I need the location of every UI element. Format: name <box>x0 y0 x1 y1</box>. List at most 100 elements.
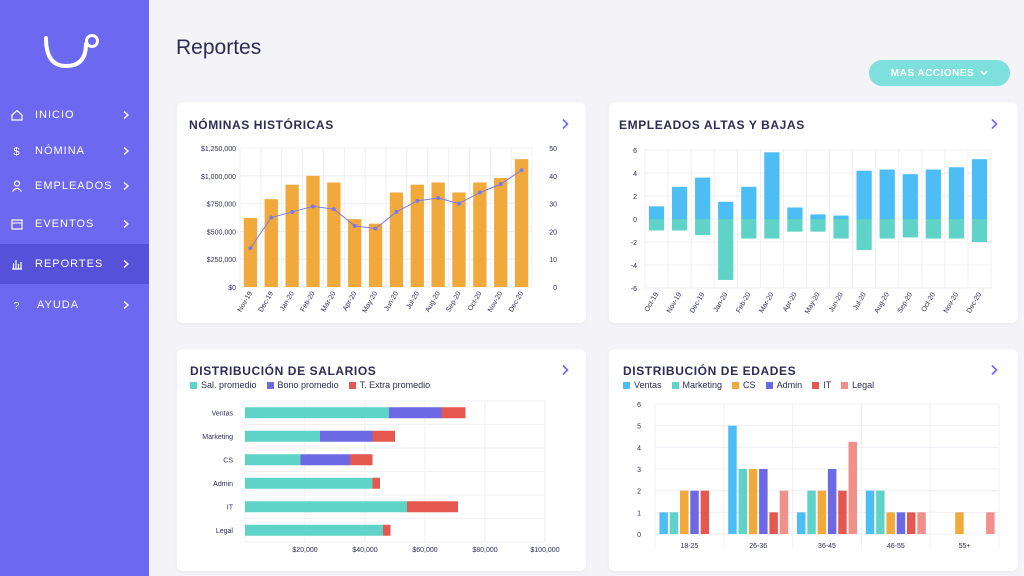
legend-item[interactable]: CS <box>732 380 756 390</box>
bar <box>838 490 847 534</box>
y2-tick-label: 50 <box>549 146 557 153</box>
line-point <box>269 215 274 220</box>
bar <box>827 469 837 534</box>
line-point <box>477 190 482 195</box>
bar <box>648 219 665 231</box>
y-tick-label: 6 <box>633 148 637 155</box>
legend-item[interactable]: Admin <box>765 380 802 390</box>
logo-icon[interactable] <box>42 32 104 70</box>
chart-icon <box>12 260 22 270</box>
bar <box>787 219 803 232</box>
x-tick-label: $80,000 <box>472 547 497 554</box>
altas-bajas-card: EMPLEADOS ALTAS Y BAJAS -6 -4 -2 0 2 4 6 Oct-19… <box>609 102 1018 323</box>
bar-segment <box>372 477 380 489</box>
line-point <box>248 246 253 251</box>
x-tick-label: Feb-20 <box>735 291 752 314</box>
bar <box>473 182 487 287</box>
x-tick-label: Nov-19 <box>237 290 254 313</box>
edades-legend: Ventas Marketing CS Admin IT Legal <box>623 380 874 390</box>
x-tick-label: Sep-20 <box>445 290 462 313</box>
legend-label: Ventas <box>634 380 662 390</box>
legend-item[interactable]: Ventas <box>623 380 662 390</box>
legend-swatch <box>765 381 773 389</box>
bar-segment <box>441 407 466 419</box>
line-point <box>436 196 441 201</box>
chevron-down-icon <box>980 70 988 76</box>
bar <box>779 490 789 534</box>
nominas-card-title: NÓMINAS HISTÓRICAS <box>189 118 334 132</box>
bar-segment <box>350 454 373 466</box>
bar <box>700 490 710 534</box>
x-tick-label: Jan-20 <box>713 291 730 313</box>
bar <box>986 512 995 534</box>
legend-item[interactable]: Legal <box>841 380 874 390</box>
altas-bajas-card-title: EMPLEADOS ALTAS Y BAJAS <box>619 118 805 132</box>
x-tick-label: Nov-20 <box>943 291 960 314</box>
legend-item[interactable]: IT <box>812 380 831 390</box>
y-tick-label: 0 <box>633 217 637 224</box>
legend-item[interactable]: Marketing <box>671 380 722 390</box>
sidebar-item-ayuda[interactable]: ? AYUDA <box>0 285 149 325</box>
bar <box>389 192 404 287</box>
salarios-chart: $20,000 $40,000 $60,000 $80,000 $100,000 Vent… <box>202 400 560 554</box>
y-tick-label: Ventas <box>212 410 234 417</box>
bar <box>738 469 747 534</box>
chevron-right-icon[interactable] <box>989 364 999 376</box>
legend-item[interactable]: Bono promedio <box>266 380 339 390</box>
chevron-right-icon <box>123 181 130 191</box>
legend-item[interactable]: T. Extra promedio <box>348 380 430 390</box>
bar <box>807 490 816 534</box>
sidebar-item-nmina[interactable]: $ NÓMINA <box>0 131 149 171</box>
sidebar-item-eventos[interactable]: EVENTOS <box>0 204 149 244</box>
line-point <box>415 198 420 203</box>
x-tick-label: Sep-20 <box>897 291 914 314</box>
sidebar-item-empleados[interactable]: EMPLEADOS <box>0 166 149 206</box>
legend-item[interactable]: Sal. promedio <box>190 380 257 390</box>
bar <box>410 184 424 287</box>
y-tick-label: 0 <box>637 532 641 539</box>
chevron-right-icon[interactable] <box>560 364 570 376</box>
line-point <box>457 201 461 206</box>
x-tick-label: Oct-19 <box>644 291 661 313</box>
sidebar-item-label: AYUDA <box>37 299 80 311</box>
bar-segment <box>372 430 395 442</box>
chevron-right-icon <box>123 259 130 269</box>
sidebar-item-reportes[interactable]: REPORTES <box>0 244 149 284</box>
y-tick-label: $250,000 <box>207 257 236 264</box>
page-title: Reportes <box>176 36 262 59</box>
sidebar-item-inicio[interactable]: INICIO <box>0 95 149 135</box>
edades-chart: 0 1 2 3 4 5 6 18-25 26-36 36-45 46-55 55+ <box>637 402 1000 550</box>
sidebar-item-label: EMPLEADOS <box>35 180 113 192</box>
bar-segment <box>320 430 373 442</box>
line-point <box>352 223 357 228</box>
dollar-icon: $ <box>13 146 19 158</box>
bar <box>879 169 895 219</box>
bar <box>264 199 278 287</box>
bar <box>718 201 734 219</box>
x-tick-label: 36-45 <box>818 543 836 550</box>
legend-swatch <box>732 381 740 389</box>
bar <box>671 219 688 231</box>
chevron-right-icon[interactable] <box>989 118 999 130</box>
legend-swatch <box>671 381 679 389</box>
chevron-right-icon <box>123 110 130 120</box>
y-tick-label: Marketing <box>202 434 233 441</box>
bar <box>769 512 778 534</box>
bar <box>971 159 988 219</box>
line-point <box>394 209 399 214</box>
bar <box>327 182 341 287</box>
chevron-right-icon <box>123 300 130 310</box>
bar <box>690 490 699 534</box>
line-point <box>373 226 378 231</box>
bar <box>902 174 918 219</box>
x-tick-label: Apr-20 <box>782 291 799 313</box>
chevron-right-icon[interactable] <box>560 118 570 130</box>
y-tick-label: $1,250,000 <box>201 146 236 153</box>
more-actions-button[interactable]: MAS ACCIONES <box>869 60 1010 86</box>
sidebar-item-label: INICIO <box>35 109 75 121</box>
nominas-chart: $0 $250,000 $500,000 $750,000 $1,000,000 $1,2… <box>201 146 557 314</box>
line-point <box>519 168 524 173</box>
y-tick-label: 4 <box>633 171 637 178</box>
bar-segment <box>245 524 383 536</box>
legend-swatch <box>348 381 356 389</box>
